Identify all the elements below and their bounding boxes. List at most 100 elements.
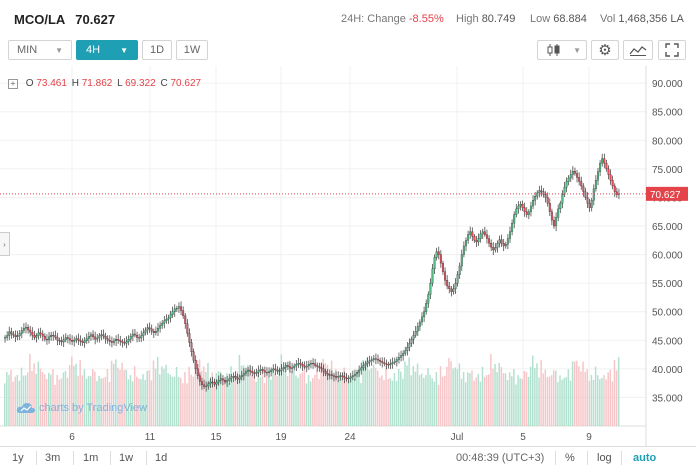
candle-body <box>500 239 503 244</box>
volume-bar <box>588 380 591 426</box>
candle-body <box>322 368 325 372</box>
indicators-button[interactable] <box>623 40 653 60</box>
candle-body <box>25 326 27 329</box>
candle-body <box>492 246 495 251</box>
candle-body <box>452 288 455 292</box>
volume-bar <box>496 372 498 426</box>
interval-1d-button[interactable]: 1D <box>142 40 172 60</box>
volume-bar <box>8 374 10 426</box>
volume-bar <box>534 368 536 426</box>
volume-bar <box>203 366 205 426</box>
candle-body <box>429 282 432 295</box>
range-1w[interactable]: 1w <box>119 452 134 464</box>
candle-body <box>488 238 491 244</box>
minute-interval-dropdown[interactable]: MIN ▼ <box>8 40 72 60</box>
percent-toggle[interactable]: % <box>565 452 575 464</box>
candle-body <box>330 374 333 376</box>
candle-body <box>102 334 105 337</box>
divider <box>555 451 556 465</box>
high-stat: High 80.749 <box>456 13 515 25</box>
candle-body <box>190 342 193 352</box>
interval-1d-label: 1D <box>149 44 165 56</box>
candle-body <box>427 294 430 304</box>
candle-body <box>64 337 67 340</box>
candle-body <box>467 234 470 241</box>
volume-bar <box>379 377 381 426</box>
candle-body <box>496 242 499 248</box>
candle-body <box>603 158 606 164</box>
price-chart[interactable]: 90.00085.00080.00075.00070.00065.00060.0… <box>0 66 696 446</box>
y-tick-label: 55.000 <box>652 279 683 290</box>
volume-bar <box>251 374 253 426</box>
volume-bar <box>433 381 436 426</box>
volume-bar <box>133 366 136 426</box>
timezone-clock[interactable]: 00:48:39 (UTC+3) <box>456 452 545 464</box>
candle-body <box>406 346 409 351</box>
volume-bar <box>163 368 165 426</box>
log-toggle[interactable]: log <box>597 452 612 464</box>
volume-bar <box>383 379 385 426</box>
tradingview-watermark[interactable]: charts by TradingView <box>16 402 147 414</box>
range-3m[interactable]: 3m <box>45 452 61 464</box>
volume-bar <box>249 365 251 426</box>
volume-bar <box>79 360 81 426</box>
auto-scale-toggle[interactable]: auto <box>633 452 657 464</box>
volume-bar <box>450 361 452 426</box>
volume-bar <box>427 368 429 426</box>
volume-bar <box>410 375 412 426</box>
candle-body <box>446 280 449 287</box>
volume-bar <box>492 368 494 426</box>
candle-body <box>265 372 268 374</box>
interval-1w-button[interactable]: 1W <box>176 40 208 60</box>
candle-body <box>475 240 478 243</box>
volume-bar <box>596 375 599 426</box>
hour-interval-dropdown[interactable]: 4H ▼ <box>76 40 138 60</box>
candle-body <box>83 340 86 343</box>
volume-bar <box>18 380 21 426</box>
candle-body <box>582 185 585 192</box>
fullscreen-button[interactable] <box>658 40 686 60</box>
volume-bar <box>341 378 343 426</box>
candle-body <box>517 205 520 210</box>
y-tick-label: 45.000 <box>652 336 683 347</box>
candle-body <box>177 306 180 309</box>
volume-bar <box>605 379 607 426</box>
volume-bar <box>586 369 588 426</box>
candle-body <box>56 337 59 341</box>
candle-body <box>546 197 549 204</box>
volume-bar <box>284 363 287 426</box>
volume-bar <box>196 360 199 426</box>
volume-bar <box>14 376 16 426</box>
volume-bar <box>77 375 79 426</box>
settings-button[interactable]: ⚙ <box>591 40 619 60</box>
candle-body <box>599 162 602 172</box>
candle-body <box>565 181 568 188</box>
expand-icon[interactable]: + <box>8 79 18 89</box>
indicators-icon <box>629 46 647 56</box>
candle-body <box>66 337 69 339</box>
range-1m[interactable]: 1m <box>83 452 99 464</box>
range-1d[interactable]: 1d <box>155 452 168 464</box>
candle-body <box>245 371 247 374</box>
candle-body <box>337 376 340 378</box>
candle-body <box>186 323 189 334</box>
minute-label: MIN <box>17 44 38 56</box>
volume-bar <box>43 374 46 426</box>
chart-type-dropdown[interactable]: ▼ <box>537 40 587 60</box>
expand-arrow-icon[interactable]: › <box>0 232 10 256</box>
candle-body <box>307 364 310 367</box>
candle-body <box>414 330 417 336</box>
candle-body <box>81 341 84 343</box>
candle-body <box>609 174 612 181</box>
volume-bar <box>532 355 534 426</box>
volume-bar <box>425 375 427 426</box>
volume-bar <box>85 378 88 426</box>
volume-bar <box>27 372 29 426</box>
candle-body <box>320 367 323 370</box>
candle-body <box>272 368 275 371</box>
range-1y[interactable]: 1y <box>12 452 24 464</box>
volume-bar <box>108 381 111 426</box>
candlestick-chart[interactable]: 90.00085.00080.00075.00070.00065.00060.0… <box>0 66 696 446</box>
candle-body <box>136 334 139 338</box>
candle-body <box>123 342 126 344</box>
